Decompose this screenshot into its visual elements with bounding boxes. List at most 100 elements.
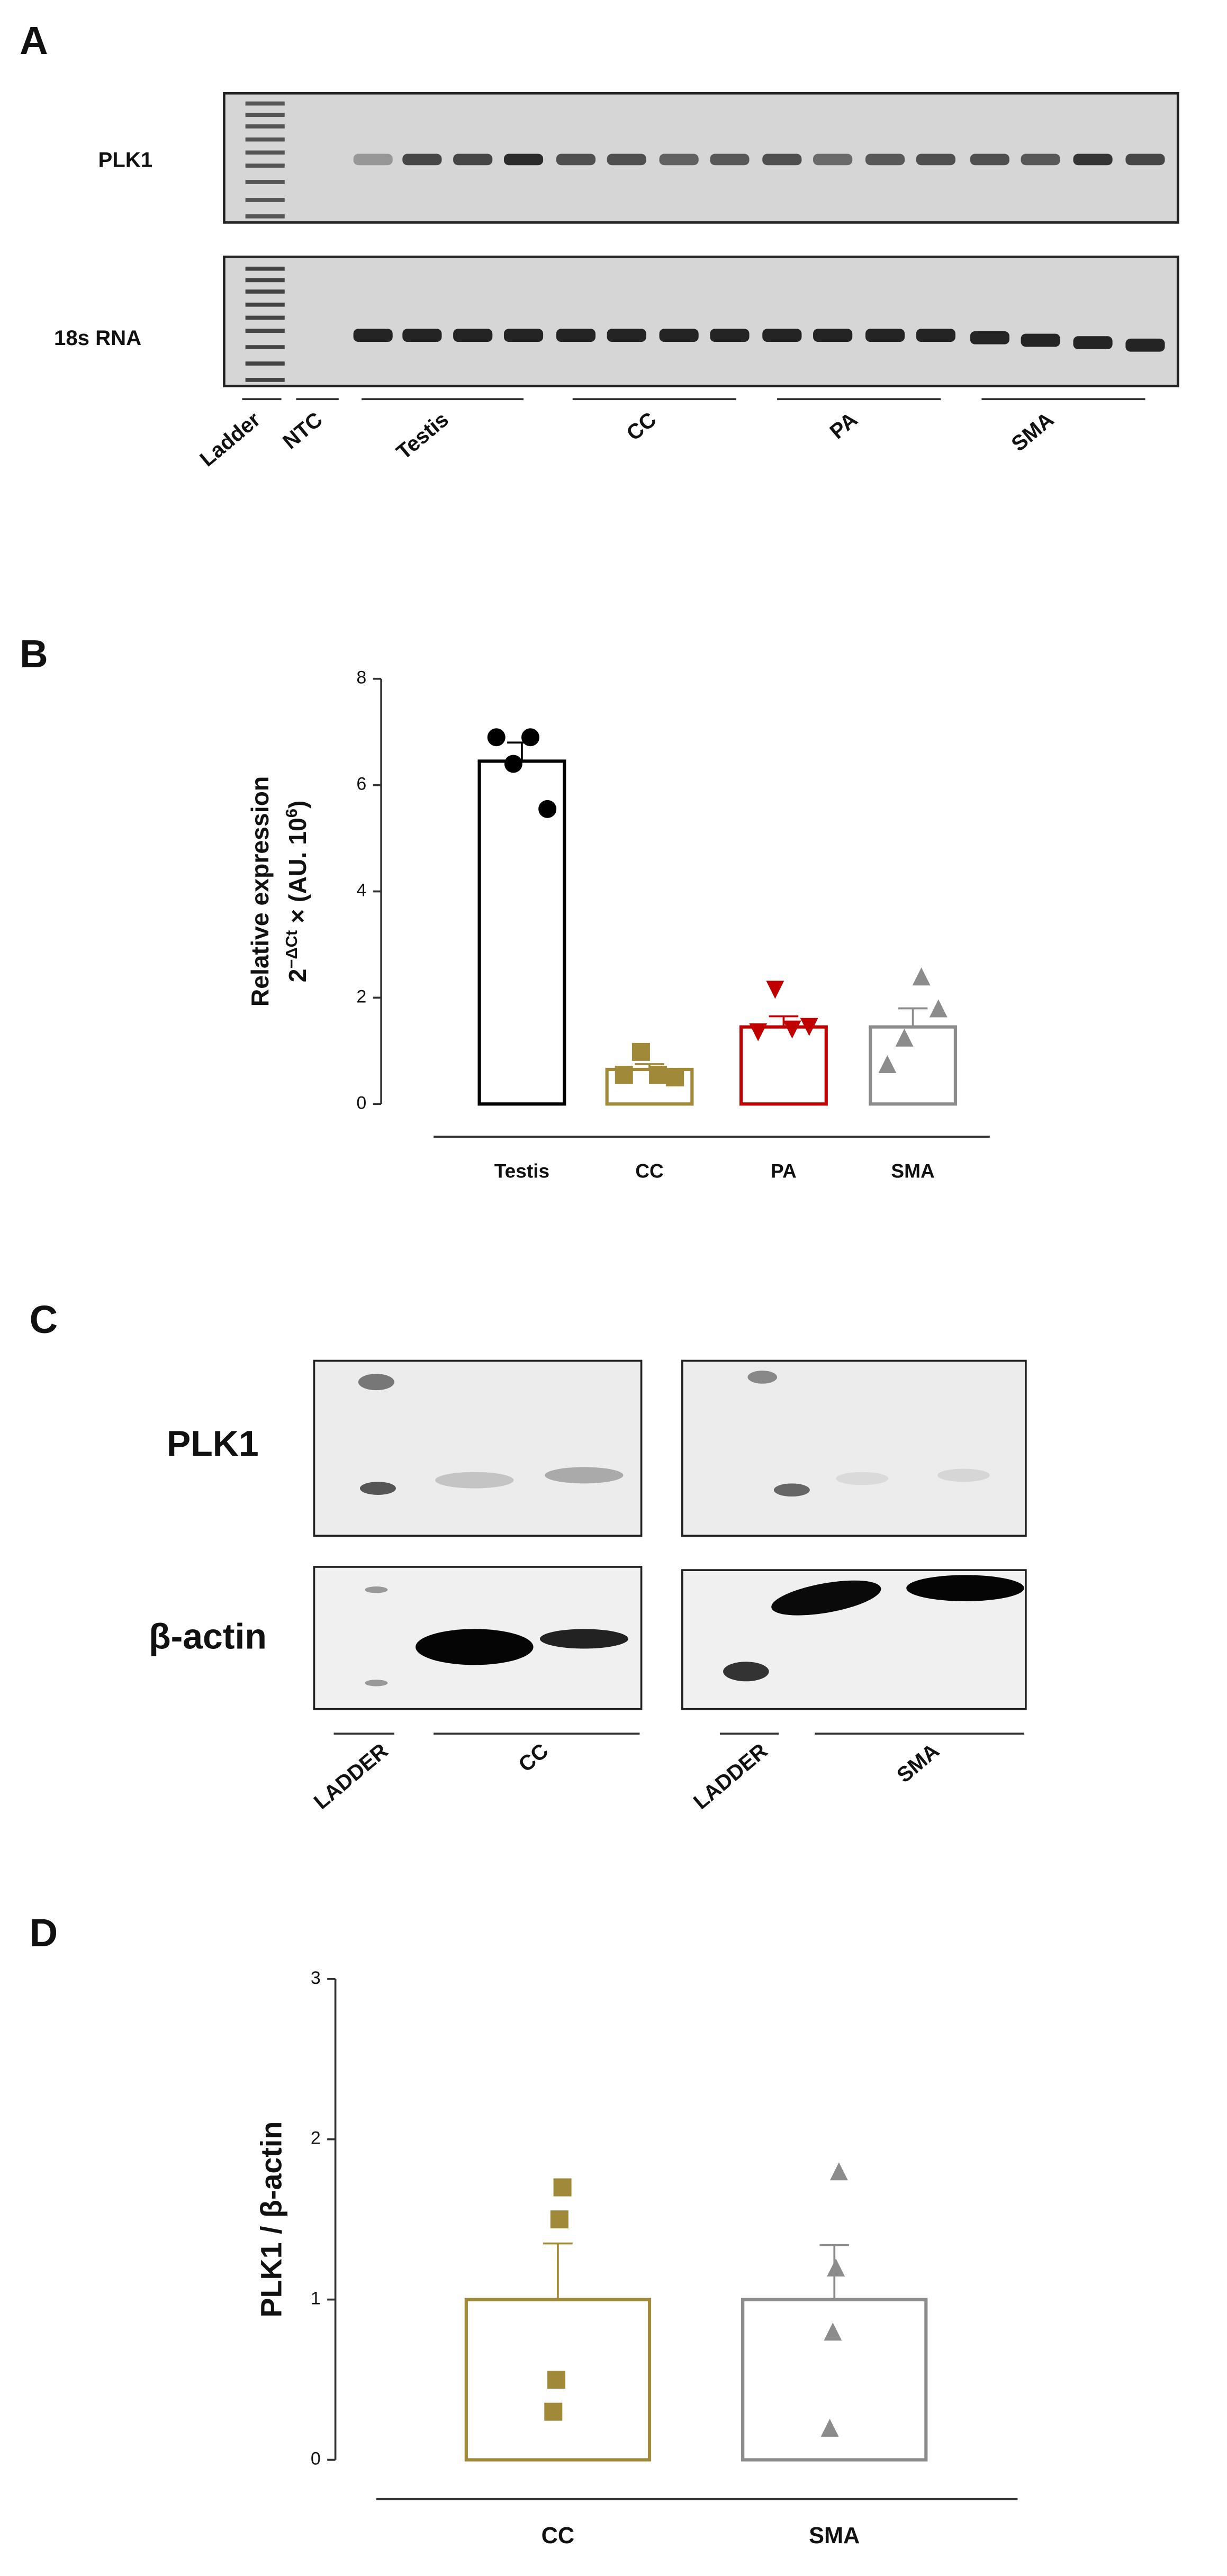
lane-label: Ladder — [195, 407, 265, 471]
data-point — [649, 1066, 667, 1084]
band — [607, 329, 646, 342]
y-tick-label: 6 — [356, 774, 366, 794]
band — [916, 153, 955, 166]
y-axis-label-part: 2 — [284, 969, 311, 983]
band — [710, 329, 750, 342]
band — [659, 329, 699, 342]
panel-label: C — [30, 1298, 58, 1341]
y-tick-label: 1 — [311, 2289, 321, 2309]
lane-label: LADDER — [309, 1739, 392, 1814]
y-axis-label-part: −ΔCt — [282, 930, 300, 969]
data-point — [544, 2402, 563, 2421]
band — [813, 153, 853, 166]
error-bar — [543, 2242, 573, 2300]
lane-label: SMA — [1007, 407, 1058, 456]
bar — [739, 1025, 828, 1106]
band — [970, 153, 1009, 166]
ladder-band — [245, 278, 285, 283]
y-tick-label: 4 — [356, 880, 366, 900]
ladder-band — [245, 361, 285, 366]
ladder-band — [245, 113, 285, 117]
panel-label: B — [20, 632, 48, 676]
y-axis-label: 2−ΔCt × (AU. 106) — [282, 801, 311, 983]
band — [353, 153, 393, 166]
band — [556, 153, 596, 166]
lane-label: CC — [514, 1739, 553, 1777]
ladder-band — [245, 137, 285, 142]
band — [453, 153, 493, 166]
panel-label: A — [20, 19, 48, 62]
ladder-band — [245, 378, 285, 382]
data-point — [827, 2258, 845, 2276]
band — [1073, 153, 1113, 166]
data-point — [878, 1055, 897, 1073]
gel — [223, 256, 1179, 387]
lane-label: NTC — [278, 407, 327, 454]
ladder-band — [245, 180, 285, 184]
data-point — [547, 2371, 566, 2389]
data-point — [504, 755, 522, 773]
band — [1021, 333, 1060, 347]
y-axis-label-part: 6 — [282, 809, 300, 818]
data-point — [749, 1023, 768, 1041]
band — [762, 153, 802, 166]
data-point — [553, 2178, 572, 2197]
band — [1021, 153, 1060, 166]
x-tick-label: SMA — [809, 2523, 860, 2548]
y-tick-label: 8 — [356, 668, 366, 688]
y-axis-label-part: × (AU. 10 — [284, 818, 311, 930]
lane-label: CC — [622, 407, 661, 446]
gel — [223, 92, 1179, 224]
band — [1073, 336, 1113, 349]
band — [865, 329, 905, 342]
blot-image — [313, 1359, 1027, 1710]
ladder-band — [245, 315, 285, 320]
band — [865, 153, 905, 166]
x-tick-label: CC — [542, 2523, 574, 2548]
row-label: β-actin — [149, 1616, 267, 1656]
band — [503, 329, 544, 342]
data-point — [783, 1020, 801, 1039]
band — [1125, 338, 1165, 352]
y-tick-label: 0 — [356, 1093, 366, 1113]
error-bar — [898, 1007, 928, 1027]
band — [1125, 153, 1165, 166]
data-point — [912, 967, 931, 986]
y-tick-label: 2 — [356, 986, 366, 1006]
band — [710, 153, 750, 166]
y-tick-label: 3 — [311, 1968, 321, 1988]
band — [659, 153, 699, 166]
ladder-band — [245, 345, 285, 349]
x-tick-label: Testis — [494, 1159, 549, 1182]
data-point — [487, 728, 506, 747]
data-point — [666, 1068, 684, 1087]
band — [353, 329, 393, 342]
lane-label: Testis — [392, 407, 453, 464]
y-tick-label: 2 — [311, 2128, 321, 2148]
x-tick-label: SMA — [891, 1159, 934, 1182]
data-point — [820, 2418, 839, 2437]
data-point — [829, 2162, 848, 2181]
band — [916, 329, 955, 342]
row-label: 18s RNA — [54, 326, 141, 350]
band — [556, 329, 596, 342]
band — [503, 153, 544, 166]
ladder-band — [245, 164, 285, 168]
ladder-band — [245, 214, 285, 219]
data-point — [538, 800, 557, 818]
data-point — [766, 981, 784, 999]
lane-label: LADDER — [689, 1739, 772, 1814]
data-point — [631, 1042, 650, 1061]
band — [762, 329, 802, 342]
row-label: PLK1 — [98, 148, 152, 171]
ladder-band — [245, 101, 285, 106]
band — [402, 153, 442, 166]
data-point — [521, 728, 539, 747]
gel-image — [223, 92, 1179, 387]
y-axis-label: Relative expression — [246, 776, 274, 1006]
y-tick-label: 0 — [311, 2448, 321, 2469]
y-axis-label-part: ) — [284, 801, 311, 809]
ladder-band — [245, 150, 285, 155]
band — [402, 329, 442, 342]
